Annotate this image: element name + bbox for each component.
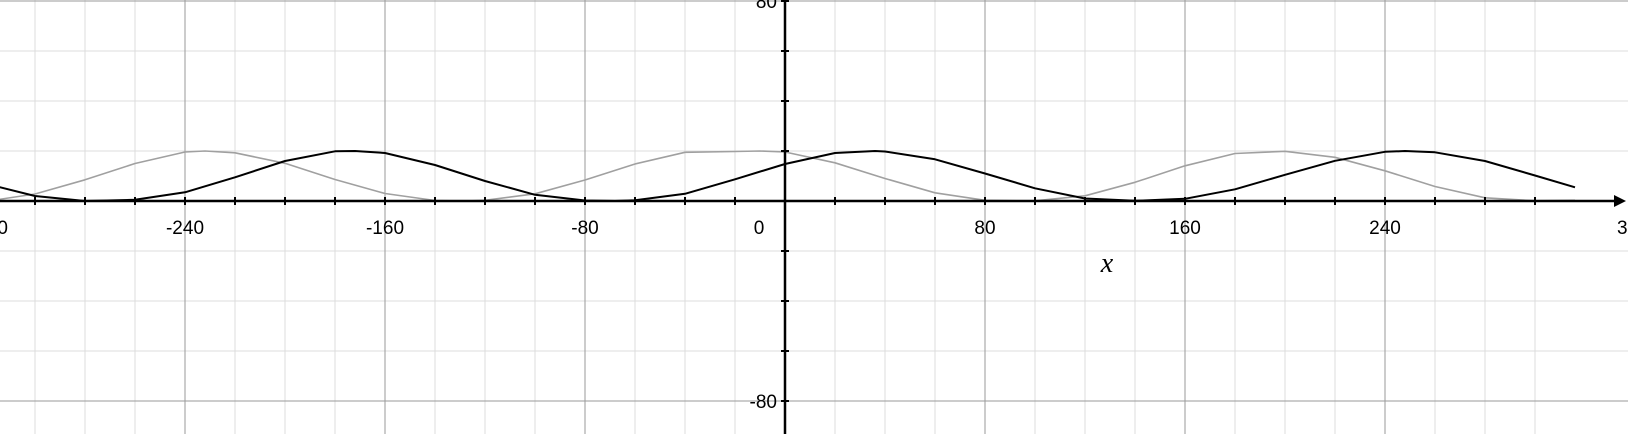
- x-tick-label: -240: [166, 218, 204, 239]
- x-axis-arrow: [1614, 195, 1626, 207]
- x-tick-label: 160: [1169, 218, 1201, 239]
- x-tick-label: 240: [1369, 218, 1401, 239]
- series-layer: [0, 150, 1576, 202]
- y-tick-label: -80: [750, 392, 777, 413]
- x-tick-label-right-edge: 3: [1617, 218, 1628, 239]
- y-tick-label: 80: [756, 0, 777, 13]
- series-line-1: [0, 150, 1576, 202]
- x-tick-label-left-edge: 0: [0, 218, 8, 239]
- x-tick-label: -160: [366, 218, 404, 239]
- tick-labels: -240 -160 -80 0 80 160 240 0 3 80 -80 x: [0, 0, 1628, 413]
- x-axis-label: x: [1100, 248, 1114, 279]
- x-tick-label: -80: [571, 218, 598, 239]
- x-tick-label: 80: [974, 218, 995, 239]
- x-tick-label: 0: [754, 218, 765, 239]
